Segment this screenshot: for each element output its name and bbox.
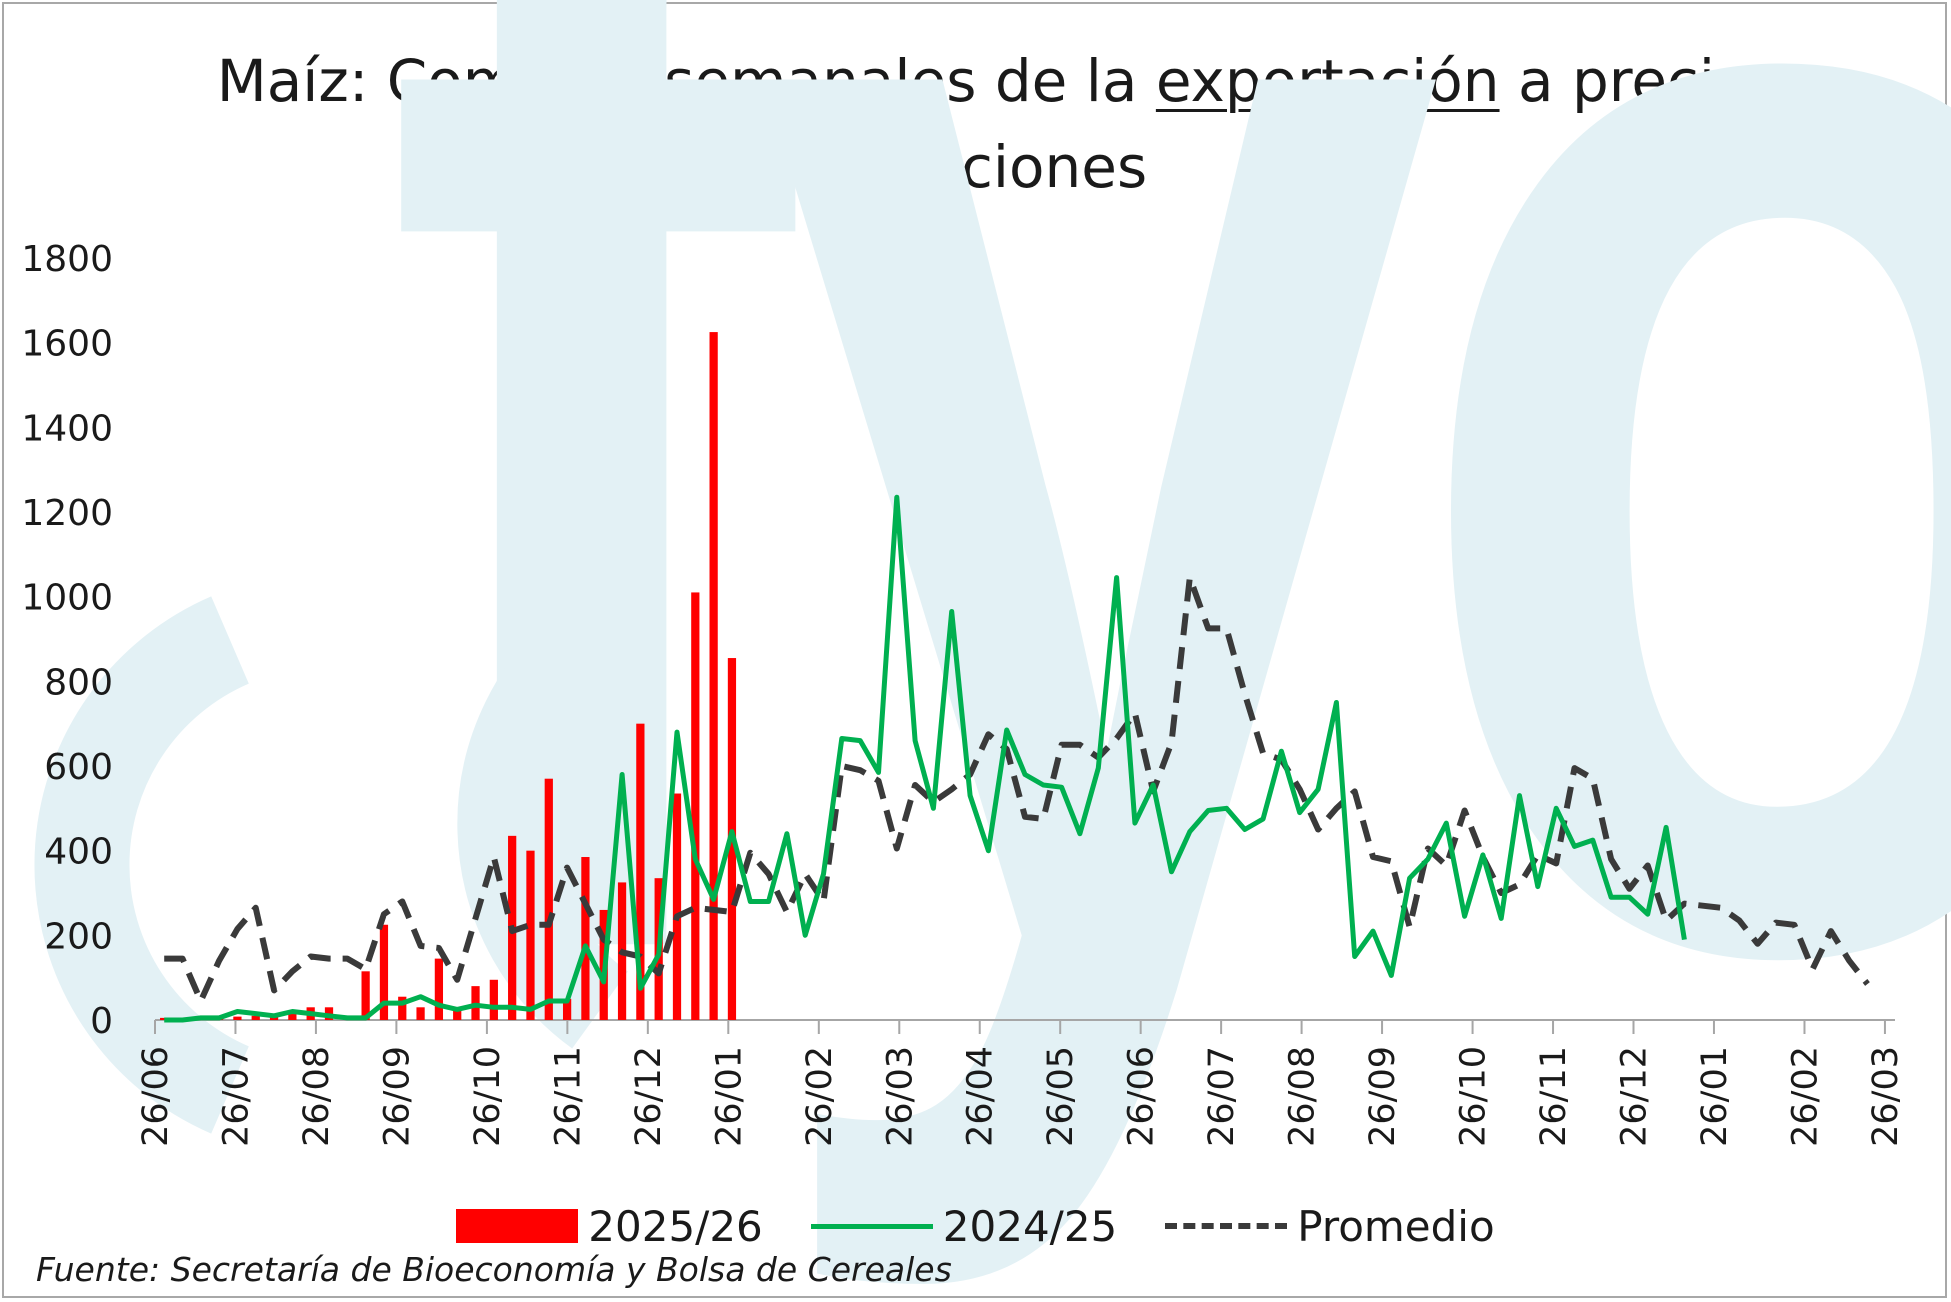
x-tick-label: 26/11 [1534, 1046, 1574, 1147]
x-tick-label: 26/08 [1283, 1046, 1323, 1147]
bar-2025-26 [709, 332, 718, 1020]
x-tick-label: 26/12 [1614, 1046, 1654, 1147]
title-text-underlined: exportación [1155, 47, 1500, 115]
bar-2025-26 [453, 1009, 462, 1020]
chart-title: Maíz: Compras semanales de la exportació… [200, 38, 1820, 210]
x-tick-label: 26/07 [216, 1046, 256, 1147]
bar-2025-26 [562, 998, 572, 1020]
fyo-watermark-glyphs: fyo [380, 0, 1951, 1302]
legend: 2025/26 2024/25 Promedio [0, 1196, 1951, 1256]
x-tick-label: 26/07 [1202, 1046, 1242, 1147]
title-text-part-2: a precio y fijaciones [872, 47, 1804, 201]
x-tick-label: 26/12 [629, 1046, 669, 1147]
bar-2025-26 [691, 592, 700, 1020]
bar-2025-26 [672, 793, 682, 1020]
fyo-watermark-text: fyo [380, 0, 1951, 1302]
y-tick-label: 1400 [21, 408, 113, 449]
source-note: Fuente: Secretaría de Bioeconomía y Bols… [36, 1250, 952, 1289]
x-tick-label: 26/01 [709, 1046, 749, 1147]
x-tick-label: 26/09 [1363, 1046, 1403, 1147]
x-tick-label: 26/02 [800, 1046, 840, 1147]
legend-item-2024-25: 2024/25 [810, 1201, 1118, 1251]
bar-2025-26 [233, 1016, 242, 1020]
lines [164, 494, 1870, 1023]
y-tick-label: 1200 [21, 493, 113, 534]
legend-swatch-green-line [810, 1223, 933, 1229]
x-tick-label: 26/06 [1122, 1046, 1162, 1147]
bar-2025-26 [251, 1015, 260, 1020]
legend-label-2025-26: 2025/26 [588, 1201, 763, 1251]
y-tick-label: 1000 [21, 578, 113, 619]
legend-swatch-dashed-line [1165, 1223, 1288, 1229]
x-tick-label: 26/04 [961, 1046, 1001, 1147]
x-tick-label: 26/06 [136, 1046, 176, 1147]
x-tick-label: 26/08 [297, 1046, 337, 1147]
x-tick-label: 26/01 [1695, 1046, 1735, 1147]
bar-2025-26 [434, 958, 444, 1020]
y-tick-label: 0 [90, 1001, 113, 1042]
bar-2025-26 [581, 857, 590, 1020]
x-tick-label: 26/02 [1785, 1046, 1825, 1147]
bar-2025-26 [416, 1007, 425, 1020]
legend-item-promedio: Promedio [1165, 1201, 1495, 1251]
y-tick-label: 600 [44, 747, 113, 788]
x-tick-label: 26/09 [377, 1046, 417, 1147]
y-tick-label: 400 [44, 832, 113, 873]
bar-2025-26 [489, 979, 498, 1020]
legend-label-2024-25: 2024/25 [942, 1201, 1118, 1251]
legend-label-promedio: Promedio [1297, 1201, 1495, 1251]
bar-2025-26 [160, 1017, 169, 1020]
title-text-part-1: Maíz: Compras semanales de la [216, 47, 1156, 115]
x-tick-label: 26/10 [1454, 1046, 1494, 1147]
bar-2025-26 [398, 996, 407, 1020]
bar-2025-26 [544, 778, 553, 1020]
x-tick-label: 26/03 [1866, 1046, 1906, 1147]
x-tick-label: 26/03 [880, 1046, 920, 1147]
fyo-watermark: fyo [34, 0, 1951, 1302]
y-tick-label: 1600 [21, 324, 113, 365]
bar-2025-26 [636, 723, 645, 1020]
x-tick-label: 26/10 [468, 1046, 508, 1147]
bar-2025-26 [526, 850, 535, 1020]
y-tick-label: 200 [44, 916, 113, 957]
legend-item-2025-26: 2025/26 [456, 1201, 763, 1251]
legend-swatch-bar [456, 1209, 579, 1243]
line-promedio [164, 574, 1870, 1004]
y-tick-label: 800 [44, 662, 113, 703]
bar-2025-26 [361, 971, 370, 1020]
watermark-arc-mid [457, 608, 629, 1049]
watermark-arc-left [34, 596, 250, 1134]
bar-2025-26 [379, 924, 389, 1020]
axes: 0 200 400 600 800 1000 1200 1400 1600 1800 26/06 26… [21, 239, 1906, 1147]
bar-2025-26 [288, 1011, 297, 1020]
y-tick-label: 1800 [21, 239, 113, 280]
x-tick-label: 26/05 [1041, 1046, 1081, 1147]
line-2024-25 [164, 494, 1687, 1023]
x-tick-label: 26/11 [548, 1046, 588, 1147]
